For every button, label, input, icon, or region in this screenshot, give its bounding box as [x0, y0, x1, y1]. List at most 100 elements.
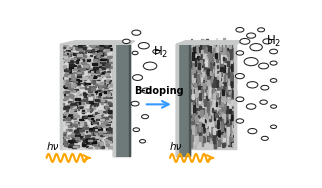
Bar	[93, 99, 96, 101]
Bar	[63, 134, 66, 136]
Bar	[108, 66, 113, 68]
Bar	[192, 129, 194, 136]
Bar	[101, 114, 103, 115]
Bar	[223, 138, 225, 141]
Bar	[211, 127, 213, 132]
Bar	[200, 115, 201, 122]
Bar	[103, 121, 106, 124]
Bar	[79, 129, 84, 131]
Bar	[195, 131, 198, 140]
Bar	[203, 128, 205, 132]
Bar	[199, 77, 200, 82]
Bar	[90, 133, 93, 134]
Bar	[89, 119, 90, 120]
Bar	[213, 94, 215, 103]
Bar	[83, 65, 88, 67]
Bar	[214, 41, 215, 47]
Bar	[210, 112, 212, 120]
Bar	[82, 122, 86, 124]
Bar	[192, 78, 194, 80]
Bar	[208, 78, 209, 85]
Bar	[99, 137, 102, 139]
Bar	[201, 81, 202, 86]
Bar	[106, 140, 108, 142]
Bar	[86, 140, 91, 142]
Bar	[105, 73, 109, 74]
Bar	[219, 87, 220, 89]
Bar	[73, 85, 75, 87]
Bar	[221, 86, 222, 90]
Bar	[212, 93, 213, 98]
Bar	[87, 133, 92, 134]
Bar	[226, 121, 228, 124]
Bar	[222, 122, 223, 125]
Bar	[100, 88, 103, 89]
Bar	[228, 86, 230, 89]
Bar	[222, 129, 224, 136]
Bar	[96, 96, 98, 97]
Bar	[197, 97, 199, 105]
Bar	[203, 49, 204, 53]
Bar	[191, 72, 192, 80]
Bar	[202, 132, 204, 135]
Bar	[78, 134, 82, 137]
Bar	[202, 45, 203, 49]
Bar	[222, 122, 223, 125]
Bar	[220, 45, 222, 51]
Bar	[217, 120, 219, 128]
Bar	[92, 105, 94, 107]
Bar	[226, 48, 228, 51]
Bar	[74, 61, 75, 62]
Bar	[198, 111, 200, 117]
Bar	[104, 88, 108, 89]
Bar	[64, 80, 65, 81]
Bar	[223, 111, 224, 117]
Bar	[208, 52, 209, 57]
Circle shape	[270, 79, 277, 82]
Bar	[98, 139, 99, 141]
Bar	[105, 106, 106, 108]
Bar	[192, 96, 194, 100]
Bar	[99, 85, 104, 86]
Bar	[228, 141, 229, 146]
Bar	[91, 103, 96, 105]
Bar	[92, 137, 94, 139]
Bar	[84, 64, 88, 65]
Bar	[214, 138, 216, 143]
Bar	[71, 144, 73, 146]
Bar	[84, 144, 86, 146]
Bar	[72, 78, 73, 79]
Bar	[104, 139, 109, 140]
Bar	[97, 55, 99, 57]
Bar	[227, 124, 229, 132]
Bar	[61, 137, 65, 138]
Bar	[103, 50, 107, 52]
Bar	[78, 85, 79, 88]
Bar	[99, 79, 100, 80]
Bar	[207, 74, 209, 80]
Bar	[224, 118, 226, 122]
Bar	[190, 142, 192, 148]
Bar	[78, 48, 81, 49]
Bar	[190, 93, 192, 101]
Bar	[90, 138, 93, 141]
Bar	[207, 46, 208, 48]
Bar	[233, 49, 234, 53]
Bar	[190, 130, 191, 132]
Bar	[84, 79, 86, 80]
Bar	[85, 64, 89, 66]
Bar	[197, 66, 198, 69]
Bar	[220, 119, 221, 122]
Bar	[202, 139, 203, 146]
Bar	[224, 119, 226, 124]
Bar	[103, 63, 105, 65]
Bar	[193, 71, 194, 80]
Bar	[78, 130, 79, 132]
Bar	[193, 105, 194, 112]
Bar	[199, 111, 201, 118]
Bar	[92, 75, 93, 76]
Bar	[215, 53, 216, 58]
Bar	[64, 86, 67, 88]
Bar	[88, 87, 90, 89]
Bar	[227, 97, 228, 105]
